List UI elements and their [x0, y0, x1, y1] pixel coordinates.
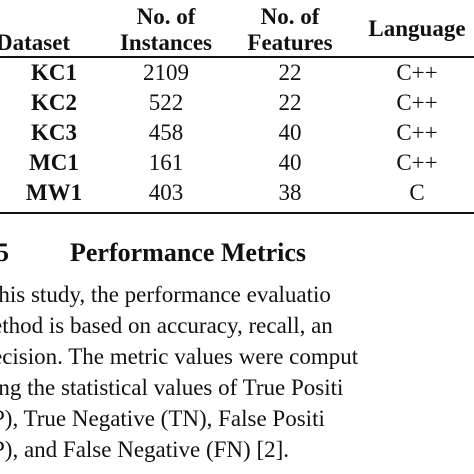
- table-row-instances: 458: [148, 120, 184, 145]
- header-instances-line2: Instances: [119, 30, 212, 55]
- table-row-features: 22: [278, 60, 302, 85]
- table-row-instances: 403: [148, 180, 184, 205]
- section-number: 5: [0, 238, 9, 267]
- paragraph-line: ing the statistical values of True Posit…: [0, 375, 344, 400]
- table-row-features: 22: [278, 90, 302, 115]
- table-row-features: 40: [278, 150, 302, 175]
- section-title: Performance Metrics: [70, 238, 307, 267]
- table-row-dataset: KC1: [31, 60, 77, 85]
- table-row-features: 40: [278, 120, 302, 145]
- table-row-language: C++: [396, 120, 438, 145]
- header-dataset: Dataset: [0, 30, 71, 55]
- table-row-instances: 522: [148, 90, 184, 115]
- paragraph-line: ethod is based on accuracy, recall, an: [0, 313, 333, 338]
- table-bottom-rule: [0, 212, 474, 214]
- table-header-rule: [0, 56, 474, 58]
- header-instances-line1: No. of: [136, 4, 196, 29]
- paragraph-line: P), True Negative (TN), False Positi: [0, 406, 325, 431]
- header-features-line1: No. of: [260, 4, 320, 29]
- paragraph-line: ecision. The metric values were comput: [0, 344, 359, 369]
- table-row-instances: 2109: [143, 60, 189, 85]
- paragraph-line: P), and False Negative (FN) [2].: [0, 437, 290, 462]
- table-row-features: 38: [278, 180, 302, 205]
- table-row-instances: 161: [148, 150, 184, 175]
- table-row-language: C++: [396, 60, 438, 85]
- table-row-language: C++: [396, 90, 438, 115]
- header-language: Language: [368, 16, 466, 41]
- table-row-dataset: KC2: [31, 90, 77, 115]
- table-row-dataset: MW1: [25, 180, 83, 205]
- table-row-dataset: KC3: [31, 120, 77, 145]
- table-row-dataset: MC1: [29, 150, 79, 175]
- table-row-language: C: [409, 180, 425, 205]
- table-row-language: C++: [396, 150, 438, 175]
- paragraph-line: this study, the performance evaluatio: [0, 282, 331, 307]
- header-features-line2: Features: [247, 30, 333, 55]
- section-heading: 5 Performance Metrics: [0, 236, 306, 270]
